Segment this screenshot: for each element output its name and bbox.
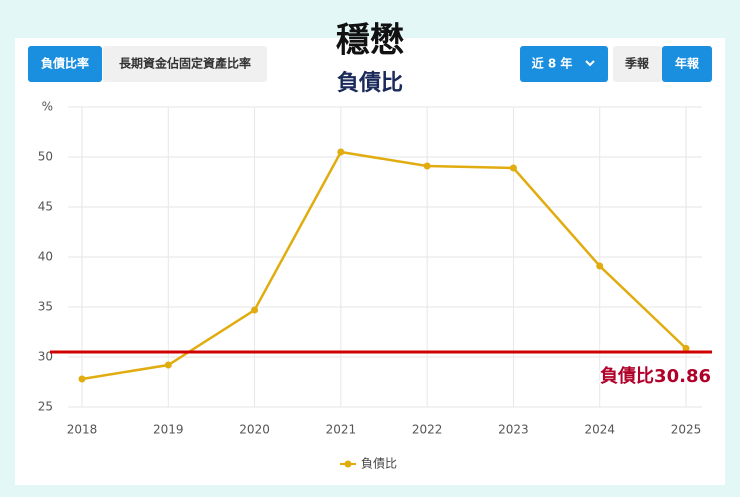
x-tick-label: 2025 [671,423,702,437]
legend-marker [344,460,352,468]
y-tick-label: 40 [38,250,53,264]
x-tick-label: 2023 [498,423,529,437]
period-button[interactable] [662,46,712,82]
x-tick-label: 2022 [412,423,443,437]
tab-label[interactable]: 長期資金佔固定資產比率 [119,56,251,71]
range-dropdown[interactable] [520,46,608,82]
period-label[interactable]: 季報 [624,56,650,71]
data-point [164,361,172,369]
x-tick-label: 2019 [153,423,184,437]
annotation: 負債比30.86 [600,365,711,387]
y-tick-label: 50 [38,150,53,164]
tab-button[interactable] [28,46,102,82]
tab-label[interactable]: 負債比率 [41,56,89,71]
x-tick-label: 2024 [584,423,615,437]
y-tick-label: 35 [38,300,53,314]
period-label[interactable]: 年報 [675,56,700,71]
tab-button[interactable] [103,46,267,82]
data-point [251,306,259,314]
y-tick-label: 30 [38,350,53,364]
x-tick-label: 2020 [239,423,270,437]
plot: 25 30 35 40 45 50% 2018 2019 2020 2021 2022 2023 202… [38,100,713,471]
y-tick-label: 45 [38,200,53,214]
chevron-icon [585,60,595,67]
page-title: 穩懋 [336,21,404,61]
data-point [509,164,517,172]
chart-title: 負債比 [337,70,403,96]
x-tick-label: 2021 [326,423,357,437]
x-tick-label: 2018 [67,423,98,437]
data-point [78,375,86,383]
y-tick-label: % [42,100,53,114]
data-point [337,148,345,156]
data-point [682,344,690,352]
legend-label: 負債比 [361,456,397,471]
data-point [423,162,431,170]
data-point [596,262,604,270]
y-tick-label: 25 [38,400,53,414]
range-label[interactable]: 近 8 年 [532,56,573,71]
data-line [81,150,687,381]
panel [15,38,725,485]
period-button[interactable] [613,46,662,82]
